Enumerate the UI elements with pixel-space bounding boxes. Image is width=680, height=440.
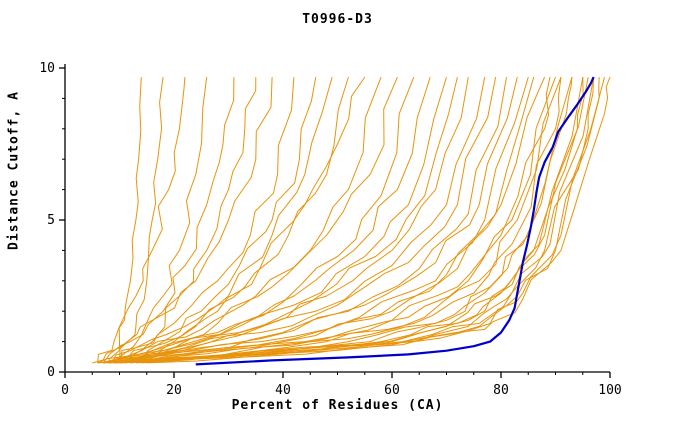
y-tick-label: 5	[47, 213, 55, 228]
x-tick-label: 20	[166, 383, 182, 398]
series-model-37	[141, 77, 595, 364]
series-model-40	[113, 76, 611, 364]
series-model-10	[97, 76, 333, 364]
series-model-04	[113, 77, 208, 364]
x-tick-label: 80	[493, 383, 509, 398]
series-model-29	[108, 77, 562, 364]
series-model-07	[92, 77, 273, 364]
x-tick-label: 100	[598, 383, 621, 398]
series-model-02	[119, 77, 164, 363]
series-model-12	[135, 76, 366, 361]
series-model-27	[103, 76, 551, 364]
series-model-24	[97, 76, 529, 364]
series-model-20	[103, 77, 486, 364]
series-model-35	[130, 77, 589, 364]
series-model-30	[135, 76, 562, 364]
series-model-09	[130, 77, 317, 364]
series-model-15	[108, 76, 415, 364]
series-model-13	[103, 76, 382, 364]
series-model-06	[124, 77, 257, 364]
x-tick-label: 60	[384, 383, 400, 398]
series-model-01	[108, 77, 142, 363]
x-tick-label: 40	[275, 383, 291, 398]
series-model-19	[130, 77, 469, 361]
x-tick-label: 0	[61, 383, 69, 398]
series-model-21	[119, 77, 497, 364]
series-model-26	[130, 76, 546, 364]
y-tick-label: 0	[47, 365, 55, 380]
series-model-05	[102, 77, 235, 364]
series-model-38	[119, 77, 600, 364]
y-tick-label: 10	[39, 61, 55, 76]
series-model-16	[124, 76, 431, 364]
series-model-23	[124, 76, 518, 364]
series-model-33	[103, 77, 584, 364]
series-highlighted-model	[195, 76, 595, 366]
series-model-31	[113, 77, 573, 364]
series-model-18	[113, 76, 458, 364]
series-model-03	[97, 77, 186, 363]
series-model-14	[119, 76, 398, 364]
chart-title: T0996-D3	[302, 12, 373, 27]
x-axis-label: Percent of Residues (CA)	[231, 398, 444, 413]
series-model-28	[119, 76, 556, 364]
series-model-22	[108, 77, 507, 364]
series-model-17	[97, 76, 447, 364]
